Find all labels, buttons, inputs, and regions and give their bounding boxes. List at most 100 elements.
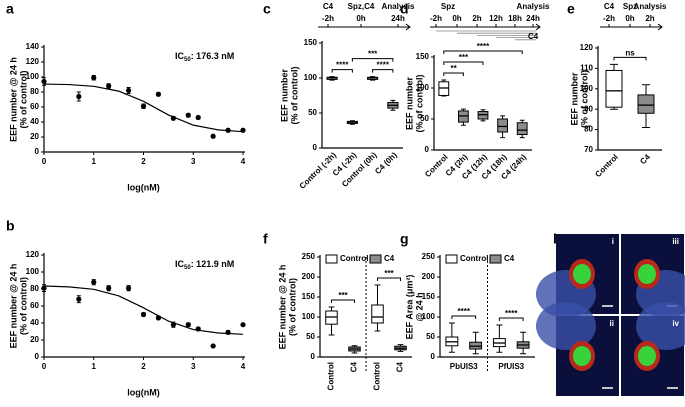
y-tick-label: 40 bbox=[30, 318, 39, 327]
parasite-green bbox=[573, 346, 591, 366]
data-point bbox=[170, 322, 176, 328]
y-tick-label: 100 bbox=[416, 83, 430, 92]
x-tick-label: 3 bbox=[191, 157, 196, 166]
y-tick-label: 0 bbox=[431, 352, 436, 361]
y-tick-label: 120 bbox=[26, 57, 40, 66]
annotation-subscript: 50 bbox=[184, 265, 191, 271]
panel-label: c bbox=[263, 1, 271, 17]
parasite-green bbox=[638, 346, 656, 366]
data-point bbox=[91, 279, 97, 285]
quadrant-label: i bbox=[612, 237, 614, 246]
y-axis-label: @ 24 h bbox=[414, 292, 424, 321]
x-tick-label: 4 bbox=[241, 157, 246, 166]
x-tick-label: Control bbox=[593, 153, 619, 179]
nucleus-stain bbox=[536, 302, 596, 350]
x-tick-label: 1 bbox=[92, 157, 97, 166]
significance-label: *** bbox=[368, 50, 378, 59]
y-tick-label: 250 bbox=[302, 252, 316, 261]
y-axis-label: EEF Area (μm²) bbox=[404, 275, 414, 340]
timeline-time: -2h bbox=[430, 14, 442, 23]
y-tick-label: 100 bbox=[26, 267, 40, 276]
box bbox=[371, 304, 384, 324]
box bbox=[497, 118, 509, 133]
data-point bbox=[41, 285, 47, 291]
significance-bracket bbox=[443, 72, 464, 76]
x-tick-label: C4 bbox=[396, 361, 405, 372]
data-point bbox=[106, 285, 112, 291]
y-tick-label: 200 bbox=[422, 272, 436, 281]
timeline-event: C4 bbox=[323, 2, 334, 11]
y-tick-label: 50 bbox=[420, 114, 429, 123]
y-tick-label: 150 bbox=[302, 292, 316, 301]
data-point bbox=[155, 315, 162, 321]
x-axis-label: log(nM) bbox=[127, 182, 159, 192]
legend-label: C4 bbox=[504, 254, 515, 263]
significance-bracket bbox=[451, 315, 477, 319]
data-point bbox=[106, 83, 112, 89]
annotation-text: IC bbox=[175, 51, 185, 61]
data-point bbox=[240, 127, 246, 133]
data-point bbox=[140, 311, 147, 318]
y-tick-label: 80 bbox=[30, 284, 39, 293]
significance-label: **** bbox=[336, 61, 349, 70]
y-tick-label: 0 bbox=[35, 147, 40, 156]
timeline-arrow bbox=[600, 23, 663, 31]
data-point bbox=[185, 322, 191, 328]
data-point bbox=[125, 285, 132, 291]
y-tick-label: 90 bbox=[584, 104, 593, 113]
timeline-event: Spz,C4 bbox=[348, 2, 375, 11]
timeline-time: 2h bbox=[472, 14, 481, 23]
y-tick-label: 150 bbox=[304, 38, 318, 47]
y-tick-label: 200 bbox=[302, 272, 316, 281]
y-tick-label: 140 bbox=[26, 42, 40, 51]
box bbox=[605, 69, 623, 108]
timeline-time: 2h bbox=[645, 14, 654, 23]
legend-swatch bbox=[369, 254, 382, 264]
data-point bbox=[140, 103, 147, 109]
x-tick-label: 0 bbox=[42, 157, 47, 166]
data-point bbox=[41, 78, 47, 85]
fit-curve bbox=[43, 285, 244, 335]
data-point bbox=[76, 296, 82, 302]
quadrant-label: iv bbox=[672, 319, 679, 328]
data-point bbox=[210, 133, 216, 139]
timeline-event: Spz bbox=[441, 2, 455, 11]
y-tick-label: 0 bbox=[313, 143, 318, 152]
x-tick-label: 2 bbox=[141, 157, 146, 166]
quadrant-label: ii bbox=[610, 319, 614, 328]
y-tick-label: 60 bbox=[30, 301, 39, 310]
data-point bbox=[91, 75, 97, 81]
annotation-text: IC bbox=[175, 259, 185, 269]
y-tick-label: 40 bbox=[30, 117, 39, 126]
y-tick-label: 50 bbox=[426, 332, 435, 341]
significance-bracket bbox=[498, 317, 524, 321]
timeline-event: Analysis bbox=[517, 2, 550, 11]
y-axis-label: EEF number bbox=[279, 69, 289, 123]
y-axis-label: (% of control) bbox=[18, 71, 28, 129]
y-tick-label: 100 bbox=[580, 84, 594, 93]
x-tick-label: 1 bbox=[92, 362, 97, 371]
timeline-time: 24h bbox=[391, 14, 405, 23]
y-tick-label: 150 bbox=[422, 292, 436, 301]
panel-label: g bbox=[400, 231, 409, 247]
x-axis-label: log(nM) bbox=[127, 387, 159, 397]
data-point bbox=[195, 326, 201, 332]
y-tick-label: 20 bbox=[30, 335, 39, 344]
significance-label: **** bbox=[377, 61, 390, 70]
x-tick-label: 2 bbox=[141, 362, 146, 371]
significance-bracket bbox=[372, 69, 394, 73]
panel-label: e bbox=[567, 1, 575, 17]
panel-label: b bbox=[6, 218, 15, 234]
y-tick-label: 250 bbox=[422, 252, 436, 261]
significance-label: **** bbox=[505, 309, 518, 318]
group-label: PbUIS3 bbox=[450, 362, 479, 371]
significance-bracket bbox=[331, 299, 355, 303]
y-tick-label: 150 bbox=[416, 52, 430, 61]
significance-bracket bbox=[443, 61, 484, 65]
legend-label: C4 bbox=[384, 254, 395, 263]
box bbox=[516, 122, 528, 136]
box bbox=[637, 94, 655, 114]
significance-bracket bbox=[613, 56, 647, 61]
group-label: PfUIS3 bbox=[498, 362, 524, 371]
y-axis-label: (% of control) bbox=[289, 67, 299, 125]
